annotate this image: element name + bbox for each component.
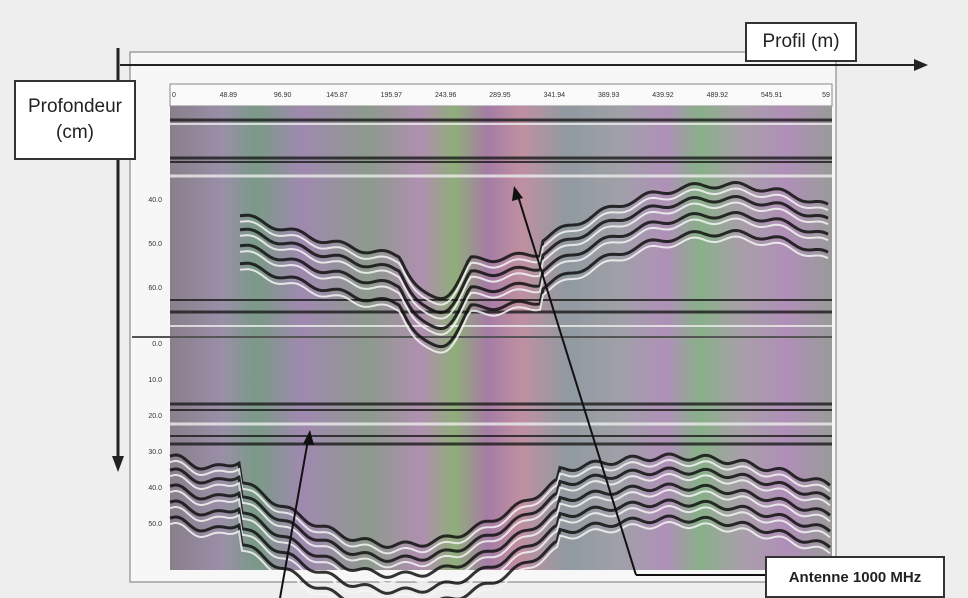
- depth-label: 20.0: [148, 413, 162, 420]
- top-scale-label: 489.92: [707, 92, 729, 99]
- top-scale-label: 59: [822, 92, 830, 99]
- top-scale-label: 96.90: [274, 92, 292, 99]
- depth-label: 40.0: [148, 485, 162, 492]
- lower-section: [170, 338, 832, 570]
- top-scale-label: 289.95: [489, 92, 511, 99]
- page: 0 48.89 96.90 145.87 195.97 243.96 289.95 341.9…: [0, 0, 968, 598]
- top-scale-label: 341.94: [544, 92, 566, 99]
- depth-label: 50.0: [148, 521, 162, 528]
- antenna-callout: Antenne 1000 MHz: [765, 556, 945, 598]
- top-scale-label: 145.87: [326, 92, 348, 99]
- top-scale-label: 48.89: [220, 92, 238, 99]
- depth-label: 10.0: [148, 377, 162, 384]
- top-scale-label: 389.93: [598, 92, 620, 99]
- depth-label: 60.0: [148, 285, 162, 292]
- y-axis-label-line: Profondeur: [28, 94, 122, 120]
- x-axis-label: Profil (m): [745, 22, 857, 62]
- arrow-head: [914, 59, 928, 71]
- upper-section: [170, 106, 832, 336]
- top-scale-label: 0: [172, 92, 176, 99]
- radargram-figure: 0 48.89 96.90 145.87 195.97 243.96 289.95 341.9…: [0, 0, 968, 598]
- depth-label: 40.0: [148, 197, 162, 204]
- top-scale-label: 545.91: [761, 92, 783, 99]
- depth-label: 30.0: [148, 449, 162, 456]
- top-scale-label: 439.92: [652, 92, 674, 99]
- top-scale-label: 243.96: [435, 92, 457, 99]
- arrow-head: [112, 456, 124, 472]
- depth-label: 50.0: [148, 241, 162, 248]
- y-axis-label-line: (cm): [56, 120, 94, 146]
- y-axis-label: Profondeur (cm): [14, 80, 136, 160]
- top-scale-label: 195.97: [381, 92, 403, 99]
- depth-label: 0.0: [152, 341, 162, 348]
